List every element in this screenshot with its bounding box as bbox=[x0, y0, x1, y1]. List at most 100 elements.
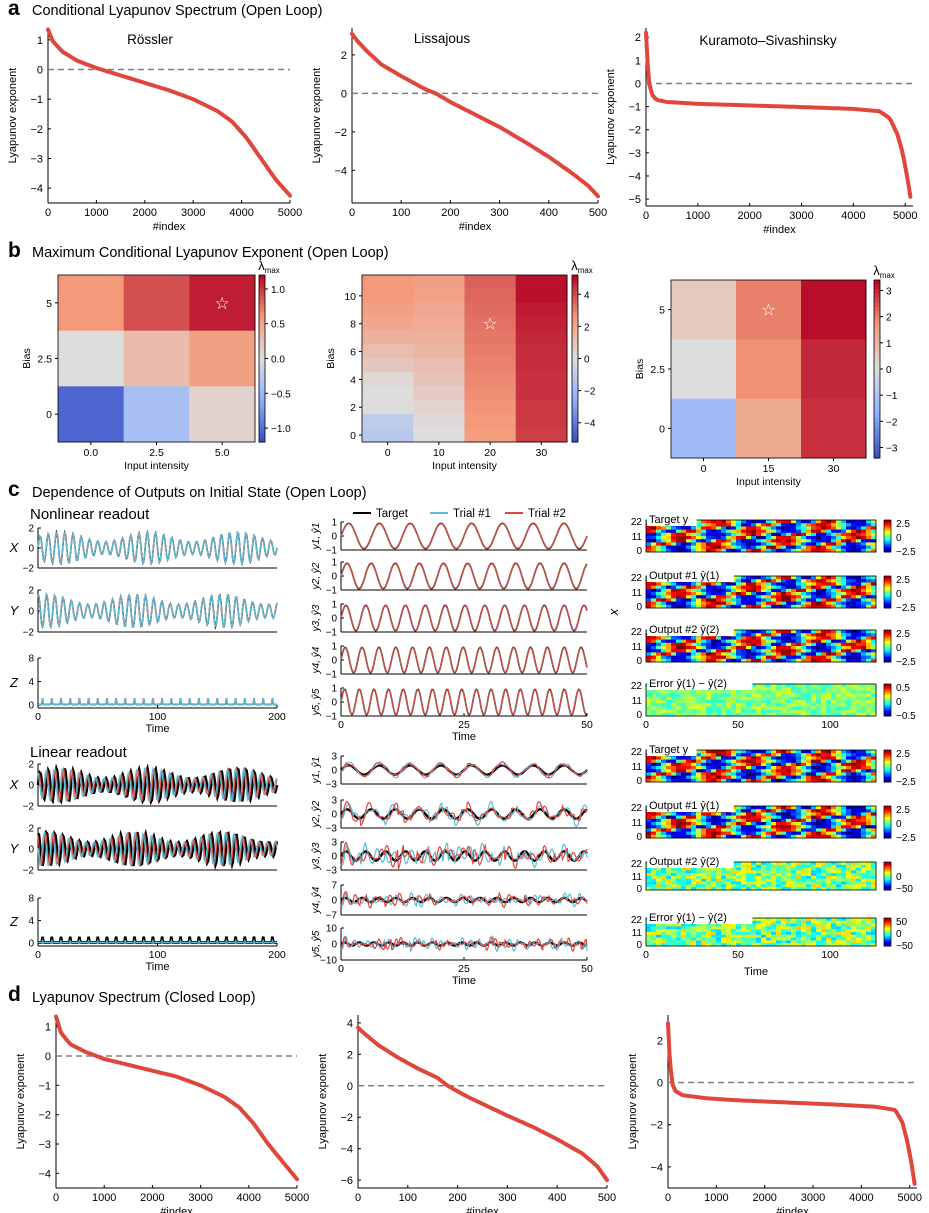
colorbar-segment bbox=[884, 936, 891, 939]
ks-cell bbox=[796, 772, 802, 776]
ks-cell bbox=[866, 775, 872, 780]
ks-cell bbox=[796, 809, 802, 813]
ks-cell bbox=[801, 652, 807, 656]
ks-cell bbox=[801, 873, 807, 877]
colorbar-segment bbox=[884, 929, 891, 932]
heatmap-cell bbox=[123, 386, 190, 443]
ks-cell bbox=[831, 815, 837, 820]
ks-cell bbox=[791, 876, 797, 880]
y-tick-label: 0 bbox=[636, 546, 642, 557]
ks-cell bbox=[686, 929, 692, 933]
ks-cell bbox=[796, 529, 802, 534]
ks-cell bbox=[821, 926, 827, 930]
ks-cell bbox=[791, 542, 797, 546]
spectrum-line bbox=[350, 31, 600, 199]
ks-cell bbox=[661, 828, 667, 832]
heatmap-cell bbox=[515, 330, 568, 346]
y-tick-label: 1 bbox=[331, 642, 337, 653]
ks-cell bbox=[871, 532, 877, 537]
ks-cell bbox=[821, 598, 827, 602]
ks-cell bbox=[741, 646, 747, 650]
ks-cell bbox=[686, 700, 692, 704]
ks-cell bbox=[726, 655, 732, 660]
ks-cell bbox=[681, 700, 687, 704]
ks-cell bbox=[776, 700, 782, 704]
ks-cell bbox=[806, 709, 812, 714]
ks-cell bbox=[701, 884, 707, 888]
colorbar-segment bbox=[884, 887, 891, 890]
ks-cell bbox=[786, 750, 792, 754]
ks-cell bbox=[826, 937, 832, 941]
ks-cell bbox=[651, 940, 657, 944]
ks-cell bbox=[846, 652, 852, 656]
ks-cell bbox=[671, 595, 677, 599]
ks-cell bbox=[681, 539, 687, 543]
ks-cell bbox=[806, 520, 812, 524]
heatmap-cell bbox=[515, 316, 568, 332]
ks-cell bbox=[671, 834, 677, 839]
x-tick-label: 2.5 bbox=[149, 447, 164, 459]
ks-cell bbox=[791, 766, 797, 770]
ks-cell bbox=[816, 750, 822, 754]
ks-cell bbox=[786, 831, 792, 836]
ks-cell bbox=[826, 536, 832, 540]
ks-cell bbox=[771, 775, 777, 780]
ks-cell bbox=[686, 539, 692, 543]
ks-cell bbox=[716, 775, 722, 780]
ks-cell bbox=[866, 926, 872, 930]
ks-cell bbox=[656, 762, 662, 767]
colorbar-segment bbox=[884, 523, 891, 526]
ks-cell bbox=[851, 809, 857, 813]
ks-cell bbox=[766, 700, 772, 704]
ks-cell bbox=[646, 884, 652, 888]
ks-cell bbox=[706, 700, 712, 704]
ks-cell bbox=[851, 834, 857, 839]
colorbar-segment bbox=[884, 655, 891, 658]
ks-cell bbox=[691, 876, 697, 880]
ks-cell bbox=[651, 775, 657, 780]
ks-cell bbox=[751, 862, 757, 866]
colorbar-segment bbox=[874, 400, 880, 406]
ks-cell bbox=[791, 582, 797, 586]
ks-cell bbox=[796, 658, 802, 663]
ks-cell bbox=[736, 548, 742, 553]
ks-cell bbox=[821, 809, 827, 813]
ks-cell bbox=[836, 920, 842, 924]
ks-cell bbox=[766, 918, 772, 922]
ks-cell bbox=[751, 630, 757, 634]
ks-cell bbox=[646, 588, 652, 593]
colorbar-tick-label: 0.5 bbox=[271, 320, 285, 331]
x-tick-label: 500 bbox=[598, 1192, 616, 1204]
ks-cell bbox=[821, 630, 827, 634]
ks-cell bbox=[781, 926, 787, 930]
ks-cell bbox=[846, 687, 852, 691]
ks-cell bbox=[716, 923, 722, 927]
colorbar-segment bbox=[874, 320, 880, 326]
ks-cell bbox=[691, 828, 697, 832]
ks-cell bbox=[651, 639, 657, 644]
ks-cell bbox=[816, 818, 822, 823]
ks-cell bbox=[816, 542, 822, 546]
ks-cell bbox=[851, 646, 857, 650]
ks-cell bbox=[691, 639, 697, 644]
ks-cell bbox=[811, 532, 817, 537]
ks-cell bbox=[796, 684, 802, 688]
ks-cell bbox=[716, 926, 722, 930]
ks-cell bbox=[651, 867, 657, 871]
ks-cell bbox=[841, 601, 847, 606]
ks-cell bbox=[716, 867, 722, 871]
ks-cell bbox=[786, 929, 792, 933]
ks-cell bbox=[846, 639, 852, 644]
ks-cell bbox=[681, 759, 687, 764]
ks-frame bbox=[645, 861, 877, 891]
ks-cell bbox=[776, 536, 782, 540]
ks-cell bbox=[821, 582, 827, 586]
ks-cell bbox=[816, 595, 822, 599]
ks-cell bbox=[726, 700, 732, 704]
ks-cell bbox=[751, 532, 757, 537]
ks-cell bbox=[661, 878, 667, 882]
ks-cell bbox=[731, 769, 737, 773]
ks-cell bbox=[756, 815, 762, 820]
ks-cell bbox=[806, 582, 812, 586]
ks-cell bbox=[756, 585, 762, 590]
